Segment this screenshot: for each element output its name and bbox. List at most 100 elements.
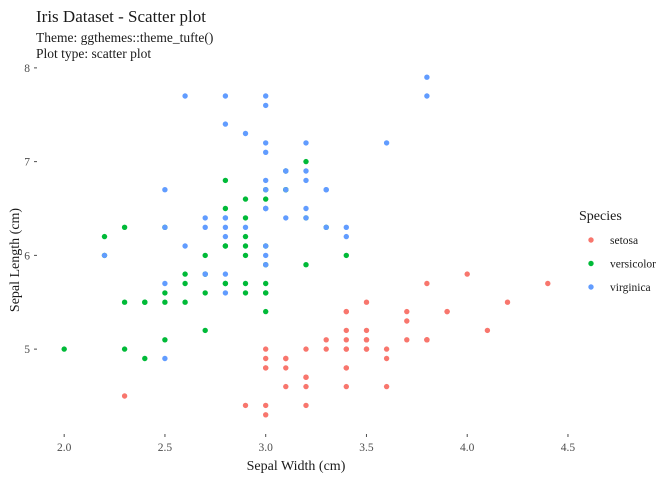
data-point-virginica (162, 280, 168, 287)
data-point-setosa (404, 318, 410, 324)
data-point-virginica (343, 233, 349, 240)
data-point-setosa (424, 337, 430, 343)
data-point-versicolor (182, 280, 188, 287)
data-point-virginica (263, 149, 269, 155)
data-point-setosa (383, 355, 390, 362)
data-point-versicolor (121, 299, 128, 305)
data-point-versicolor (222, 205, 229, 212)
legend-title: Species (579, 209, 622, 224)
legend-key-virginica (588, 284, 594, 290)
y-tick-label: 8 (24, 63, 30, 75)
data-point-versicolor (303, 262, 309, 268)
data-point-virginica (263, 243, 269, 249)
data-point-virginica (222, 215, 229, 221)
x-tick-label: 3.0 (259, 442, 274, 454)
data-point-setosa (363, 346, 370, 352)
data-point-versicolor (343, 252, 349, 259)
data-point-virginica (222, 93, 229, 99)
data-point-versicolor (263, 280, 269, 287)
data-point-setosa (404, 337, 410, 343)
data-point-versicolor (61, 346, 67, 352)
x-axis: 2.0 2.5 3.0 3.5 4.0 4.5 (57, 434, 575, 454)
data-point-versicolor (182, 271, 188, 277)
data-point-virginica (222, 233, 229, 240)
data-point-virginica (162, 187, 168, 193)
data-point-virginica (242, 130, 249, 137)
legend-label-versicolor: versicolor (610, 259, 656, 271)
y-axis-label: Sepal Length (cm) (8, 208, 23, 313)
data-point-versicolor (263, 290, 269, 296)
legend-key-setosa (588, 237, 594, 243)
data-point-versicolor (242, 196, 249, 202)
data-point-virginica (263, 102, 269, 109)
data-point-versicolor (242, 252, 249, 259)
data-point-versicolor (222, 280, 229, 287)
data-point-virginica (242, 224, 249, 230)
data-point-setosa (363, 337, 370, 343)
x-tick-label: 3.5 (359, 442, 374, 454)
data-point-virginica (263, 93, 269, 99)
x-tick-label: 4.0 (460, 442, 475, 454)
data-point-setosa (263, 412, 269, 418)
data-point-versicolor (242, 243, 249, 249)
legend: Species setosa versicolor virginica (579, 209, 656, 294)
data-point-virginica (303, 140, 309, 146)
data-point-virginica (323, 187, 329, 193)
data-point-versicolor (202, 327, 208, 334)
data-point-versicolor (202, 290, 208, 296)
data-point-versicolor (142, 355, 148, 362)
data-point-virginica (182, 93, 188, 99)
data-point-virginica (283, 168, 289, 174)
data-point-setosa (283, 383, 289, 390)
data-point-setosa (343, 365, 349, 371)
data-point-setosa (363, 327, 370, 334)
data-point-versicolor (222, 243, 229, 249)
x-axis-label: Sepal Width (cm) (247, 459, 346, 474)
y-axis: 5 6 7 8 (24, 63, 37, 356)
data-point-versicolor (182, 299, 188, 305)
data-point-versicolor (121, 346, 128, 352)
data-point-setosa (383, 346, 390, 352)
data-point-setosa (323, 346, 329, 352)
data-point-virginica (162, 355, 168, 362)
chart-subtitle-line-1: Theme: ggthemes::theme_tufte() (36, 30, 213, 45)
data-point-setosa (121, 393, 128, 399)
data-point-virginica (303, 177, 309, 184)
data-point-virginica (222, 224, 229, 230)
data-point-setosa (383, 383, 390, 390)
data-point-versicolor (142, 299, 148, 305)
data-point-setosa (363, 299, 370, 305)
legend-key-versicolor (588, 260, 594, 267)
data-point-virginica (222, 121, 229, 127)
data-point-virginica (263, 205, 269, 212)
data-point-versicolor (303, 158, 309, 165)
data-point-setosa (424, 280, 430, 287)
x-tick-label: 2.5 (158, 442, 173, 454)
data-point-versicolor (242, 280, 249, 287)
data-point-setosa (303, 402, 309, 409)
data-point-setosa (343, 383, 349, 390)
data-point-virginica (383, 140, 390, 146)
data-point-setosa (343, 308, 349, 315)
data-point-setosa (464, 271, 470, 277)
data-point-versicolor (263, 196, 269, 202)
data-point-setosa (303, 374, 309, 380)
data-point-setosa (263, 355, 269, 362)
data-point-virginica (222, 290, 229, 296)
data-point-versicolor (242, 290, 249, 296)
data-point-virginica (263, 262, 269, 268)
data-point-virginica (323, 224, 329, 230)
legend-label-virginica: virginica (610, 282, 651, 294)
legend-label-setosa: setosa (610, 235, 638, 247)
data-point-virginica (202, 224, 208, 230)
data-point-virginica (303, 205, 309, 212)
data-point-setosa (283, 355, 289, 362)
data-point-virginica (263, 252, 269, 259)
data-point-setosa (484, 327, 491, 334)
data-point-versicolor (162, 290, 168, 296)
data-point-virginica (343, 224, 349, 230)
chart-subtitle-line-2: Plot type: scatter plot (36, 46, 151, 61)
data-point-setosa (343, 337, 349, 343)
